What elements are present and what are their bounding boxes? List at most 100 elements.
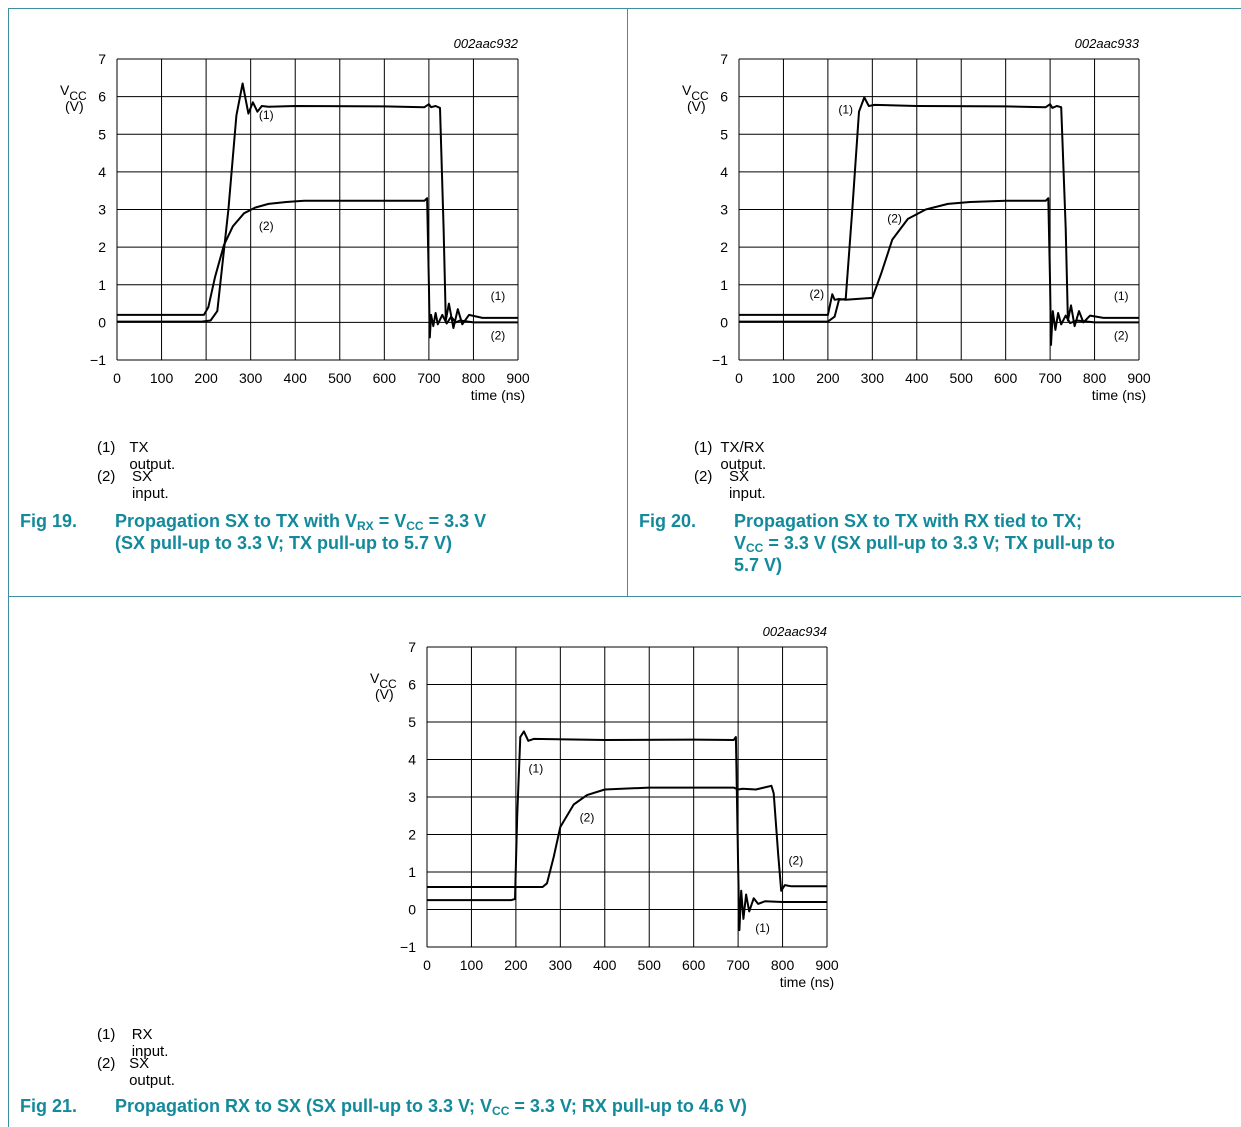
legend-number: (1): [97, 1026, 116, 1043]
x-tick-label: 700: [417, 370, 441, 386]
y-tick-label: 5: [720, 126, 728, 142]
x-tick-label: 800: [1083, 370, 1107, 386]
y-tick-label: 1: [98, 277, 106, 293]
y-tick-label: −1: [712, 352, 728, 368]
x-tick-label: 400: [593, 957, 617, 973]
y-axis-label-main: V: [682, 82, 692, 98]
y-tick-label: 2: [408, 827, 416, 843]
y-axis-label-main: V: [60, 82, 70, 98]
x-tick-label: 600: [994, 370, 1018, 386]
caption-text: Propagation SX to TX with V: [115, 511, 358, 531]
legend-text: TX/RX output.: [720, 439, 767, 473]
x-tick-label: 800: [771, 957, 795, 973]
figure-20-chart: 0 100 200 300 400 500 600 700 800 900 7 6 5 4 3 2 1 0 −1 VC…: [682, 36, 1151, 403]
legend-number: (2): [97, 468, 116, 485]
x-tick-label: 0: [735, 370, 743, 386]
y-tick-label: 5: [408, 714, 416, 730]
x-tick-label: 600: [682, 957, 706, 973]
y-tick-label: 6: [720, 89, 728, 105]
y-tick-label: 3: [98, 202, 106, 218]
x-tick-label: 100: [150, 370, 174, 386]
legend-number: (2): [694, 468, 713, 485]
grid: [426, 646, 828, 948]
y-tick-label: −1: [90, 352, 106, 368]
x-tick-label: 300: [861, 370, 885, 386]
figure-number: Fig 20.: [639, 511, 697, 531]
legend-item: (1) TX output.: [97, 439, 184, 473]
y-tick-label: 7: [408, 639, 416, 655]
x-tick-label: 200: [504, 957, 528, 973]
x-tick-label: 900: [1127, 370, 1151, 386]
figure-code: 002aac932: [454, 36, 519, 51]
legend-text: SX input.: [728, 468, 766, 502]
caption-subscript: RX: [357, 519, 374, 533]
y-tick-label: 4: [98, 164, 106, 180]
x-tick-label: 500: [638, 957, 662, 973]
figure-title: Propagation RX to SX (SX pull-up to 3.3 …: [115, 1095, 747, 1117]
y-tick-label: 6: [408, 677, 416, 693]
x-tick-label: 0: [113, 370, 121, 386]
y-axis-label: VCC: [682, 82, 709, 103]
series-label: (2): [491, 328, 506, 342]
legend-item: (1) RX input.: [97, 1026, 184, 1060]
x-tick-label: 700: [1038, 370, 1062, 386]
caption-line: (SX pull-up to 3.3 V; TX pull-up to 5.7 …: [115, 533, 452, 553]
caption-line: Propagation SX to TX with RX tied to TX;: [734, 511, 1082, 531]
caption-subscript: CC: [406, 519, 424, 533]
figure-19-chart: 0 100 200 300 400 500 600 700 800 900 7 6 5 4 3 2 1 0 −1 VC…: [60, 36, 530, 403]
x-axis-label: time (ns): [780, 974, 834, 990]
x-tick-label: 700: [726, 957, 750, 973]
legend-text: SX input.: [131, 468, 169, 502]
series-line-1: [739, 96, 1139, 328]
y-axis-unit: (V): [687, 98, 706, 114]
series-line-2: [739, 197, 1139, 346]
frame-left-border: [8, 8, 9, 1127]
frame-middle-divider: [627, 8, 628, 596]
legend-item: (2) SX output.: [97, 1055, 184, 1089]
figure-title: Propagation SX to TX with RX tied to TX;…: [734, 510, 1115, 576]
x-tick-label: 600: [373, 370, 397, 386]
caption-text: = 3.3 V; RX pull-up to 4.6 V): [509, 1096, 747, 1116]
legend-number: (1): [694, 439, 713, 456]
series-label: (2): [259, 219, 274, 233]
x-tick-label: 900: [506, 370, 530, 386]
series-line-1: [117, 82, 518, 329]
caption-subscript: CC: [492, 1104, 510, 1118]
y-tick-label: 2: [98, 239, 106, 255]
y-tick-label: 0: [98, 314, 106, 330]
y-tick-label: 7: [720, 51, 728, 67]
y-axis-label-main: V: [370, 670, 380, 686]
y-axis-label: VCC: [60, 82, 87, 103]
series-label: (2): [887, 212, 902, 226]
figure-19-caption: Fig 19. Propagation SX to TX with VRX = …: [20, 510, 620, 560]
figure-20-caption: Fig 20. Propagation SX to TX with RX tie…: [639, 510, 1239, 585]
caption-text: Propagation RX to SX (SX pull-up to 3.3 …: [115, 1096, 493, 1116]
grid: [116, 58, 519, 361]
figure-21-caption: Fig 21. Propagation RX to SX (SX pull-up…: [20, 1095, 1220, 1121]
x-tick-label: 900: [815, 957, 839, 973]
series-label: (1): [529, 762, 544, 776]
series-label: (2): [580, 810, 595, 824]
series-label: (2): [1114, 328, 1129, 342]
x-axis-label: time (ns): [471, 387, 525, 403]
x-tick-label: 400: [905, 370, 929, 386]
x-tick-label: 100: [772, 370, 796, 386]
figure-21-legend: (1) RX input. (2) SX output.: [97, 1026, 184, 1089]
figure-20-legend: (1) TX/RX output. (2) SX input.: [694, 439, 781, 502]
y-tick-label: 7: [98, 51, 106, 67]
legend-number: (1): [97, 439, 116, 456]
series-label: (2): [789, 854, 804, 868]
y-tick-label: 4: [720, 164, 728, 180]
legend-text: SX output.: [129, 1055, 175, 1089]
figure-number: Fig 21.: [20, 1096, 78, 1116]
y-axis-label-subscript: CC: [69, 89, 87, 103]
x-tick-label: 300: [549, 957, 573, 973]
caption-line: 5.7 V): [734, 555, 783, 575]
x-tick-label: 400: [284, 370, 308, 386]
y-tick-label: −1: [400, 939, 416, 955]
y-tick-label: 1: [720, 277, 728, 293]
x-tick-label: 200: [194, 370, 218, 386]
x-tick-label: 200: [816, 370, 840, 386]
legend-number: (2): [97, 1055, 116, 1072]
y-tick-label: 3: [720, 202, 728, 218]
